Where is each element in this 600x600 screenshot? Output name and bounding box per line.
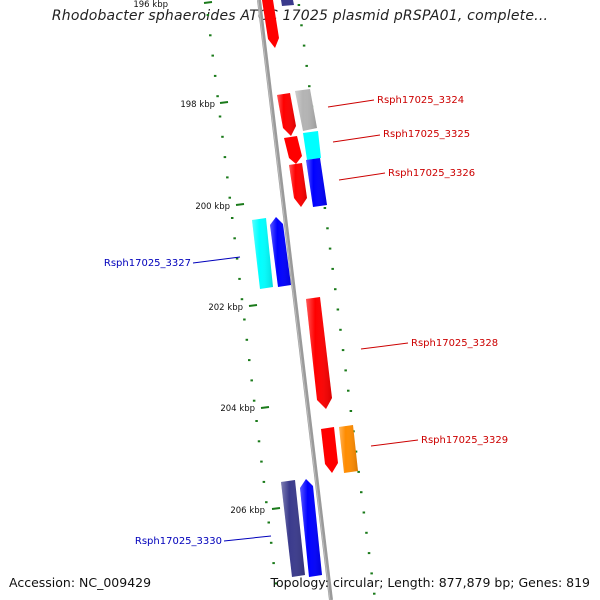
gene-label-3328[interactable]: Rsph17025_3328	[360, 338, 498, 350]
backbone	[257, 0, 333, 600]
tick-label: 198 kbp	[180, 100, 215, 110]
tick-label: 202 kbp	[208, 303, 243, 313]
gene-label-3325[interactable]: Rsph17025_3325	[332, 129, 470, 143]
scale-tick-196: 196 kbp	[133, 0, 213, 10]
gene-shading	[252, 89, 358, 577]
topology-summary: Topology: circular; Length: 877,879 bp; …	[270, 575, 591, 590]
gene-block[interactable]	[284, 136, 302, 164]
gene-label-text[interactable]: Rsph17025_3327	[104, 258, 191, 269]
gene-block[interactable]	[321, 427, 338, 473]
tick-label: 200 kbp	[195, 202, 230, 212]
scale-tick-202: 202 kbp	[208, 303, 258, 313]
inner-tick-track	[206, 14, 278, 585]
gene-block[interactable]	[281, 0, 294, 6]
gene-label-text[interactable]: Rsph17025_3328	[411, 338, 498, 349]
gene-label-3329[interactable]: Rsph17025_3329	[370, 435, 508, 447]
gene-label-3324[interactable]: Rsph17025_3324	[327, 95, 464, 108]
tick-label: 206 kbp	[230, 506, 265, 516]
scale-tick-204: 204 kbp	[220, 404, 270, 414]
gene-label-text[interactable]: Rsph17025_3324	[377, 95, 464, 106]
gene-label-text[interactable]: Rsph17025_3325	[383, 129, 470, 140]
gene-label-text[interactable]: Rsph17025_3329	[421, 435, 508, 446]
tick-label: 196 kbp	[133, 0, 168, 10]
gene-block[interactable]	[262, 0, 279, 48]
gene-label-3327[interactable]: Rsph17025_3327	[104, 256, 241, 269]
scale-tick-206: 206 kbp	[230, 506, 281, 516]
scale-tick-200: 200 kbp	[195, 202, 245, 212]
accession-text: Accession: NC_009429	[9, 575, 152, 590]
gene-label-text[interactable]: Rsph17025_3330	[135, 536, 222, 547]
gene-label-3326[interactable]: Rsph17025_3326	[338, 168, 475, 181]
gene-label-text[interactable]: Rsph17025_3326	[388, 168, 475, 179]
tick-label: 204 kbp	[220, 404, 255, 414]
scale-tick-198: 198 kbp	[180, 100, 229, 110]
gene-label-3330[interactable]: Rsph17025_3330	[135, 535, 272, 547]
map-title: Rhodobacter sphaeroides ATCC 17025 plasm…	[51, 8, 549, 24]
gene-block[interactable]	[303, 131, 321, 160]
